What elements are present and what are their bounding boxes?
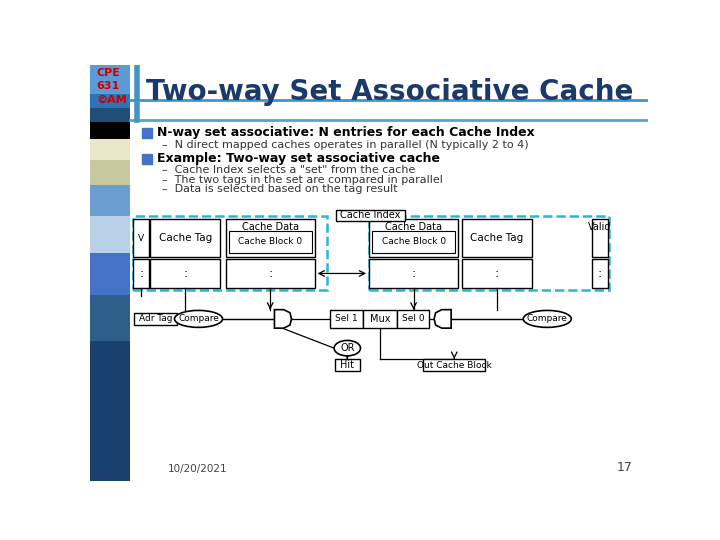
- Text: Sel 0: Sel 0: [402, 314, 425, 323]
- Bar: [150, 219, 220, 257]
- Bar: [150, 259, 220, 288]
- Text: :: :: [183, 267, 187, 280]
- Bar: [229, 231, 312, 253]
- Text: Cache Block 0: Cache Block 0: [238, 238, 302, 246]
- Ellipse shape: [174, 310, 222, 327]
- Bar: [90, 341, 130, 481]
- Text: Cache Block 0: Cache Block 0: [382, 238, 446, 246]
- Bar: [90, 215, 130, 253]
- Ellipse shape: [334, 340, 361, 356]
- Bar: [462, 259, 532, 288]
- Bar: [336, 210, 405, 221]
- Bar: [90, 253, 130, 295]
- Text: OR: OR: [340, 343, 354, 353]
- Text: Hit: Hit: [341, 360, 354, 370]
- Bar: [90, 160, 130, 185]
- Bar: [363, 309, 397, 328]
- Bar: [593, 219, 608, 257]
- Bar: [372, 231, 455, 253]
- Bar: [225, 259, 315, 288]
- Bar: [369, 219, 458, 257]
- Text: –  Data is selected based on the tag result: – Data is selected based on the tag resu…: [162, 184, 397, 194]
- Bar: [134, 313, 177, 325]
- Text: Cache Data: Cache Data: [385, 222, 442, 232]
- Bar: [369, 259, 458, 288]
- Bar: [133, 219, 149, 257]
- Text: Sel 1: Sel 1: [336, 314, 358, 323]
- Text: :: :: [139, 267, 143, 280]
- Text: Example: Two-way set associative cache: Example: Two-way set associative cache: [157, 152, 440, 165]
- Text: Two-way Set Associative Cache: Two-way Set Associative Cache: [145, 78, 633, 106]
- Bar: [330, 309, 363, 328]
- Bar: [90, 108, 130, 122]
- Text: Compare: Compare: [178, 314, 219, 323]
- Bar: [90, 139, 130, 160]
- Ellipse shape: [523, 310, 571, 327]
- Text: V: V: [138, 233, 144, 242]
- Bar: [133, 259, 149, 288]
- Text: –  The two tags in the set are compared in parallel: – The two tags in the set are compared i…: [162, 174, 443, 185]
- Text: Cache Index: Cache Index: [341, 211, 401, 220]
- Text: –  N direct mapped caches operates in parallel (N typically 2 to 4): – N direct mapped caches operates in par…: [162, 140, 528, 150]
- Bar: [593, 259, 608, 288]
- Text: 10/20/2021: 10/20/2021: [168, 464, 227, 475]
- Bar: [90, 94, 130, 108]
- Text: Cache Tag: Cache Tag: [470, 233, 523, 243]
- Text: CPE
631
©AM: CPE 631 ©AM: [96, 68, 127, 104]
- Text: –  Cache Index selects a "set" from the cache: – Cache Index selects a "set" from the c…: [162, 165, 415, 176]
- Text: :: :: [411, 267, 415, 280]
- Text: Compare: Compare: [527, 314, 567, 323]
- Bar: [369, 215, 609, 291]
- Bar: [90, 295, 130, 341]
- Text: N-way set associative: N entries for each Cache Index: N-way set associative: N entries for eac…: [157, 126, 534, 139]
- Text: Adr Tag: Adr Tag: [139, 314, 172, 323]
- Bar: [90, 122, 130, 139]
- Text: Out Cache Block: Out Cache Block: [417, 361, 492, 369]
- Bar: [423, 359, 485, 372]
- Bar: [462, 219, 532, 257]
- Polygon shape: [434, 309, 451, 328]
- Text: Mux: Mux: [369, 314, 390, 324]
- Text: :: :: [268, 267, 272, 280]
- Bar: [225, 219, 315, 257]
- Text: 17: 17: [616, 462, 632, 475]
- Bar: [90, 185, 130, 215]
- Text: Cache Data: Cache Data: [242, 222, 299, 232]
- Bar: [397, 309, 429, 328]
- Text: Valid: Valid: [588, 222, 612, 232]
- Bar: [335, 359, 360, 372]
- Text: :: :: [495, 267, 499, 280]
- Text: :: :: [598, 267, 602, 280]
- Bar: [90, 65, 130, 94]
- Bar: [133, 215, 327, 291]
- Polygon shape: [274, 309, 292, 328]
- Text: Cache Tag: Cache Tag: [158, 233, 212, 243]
